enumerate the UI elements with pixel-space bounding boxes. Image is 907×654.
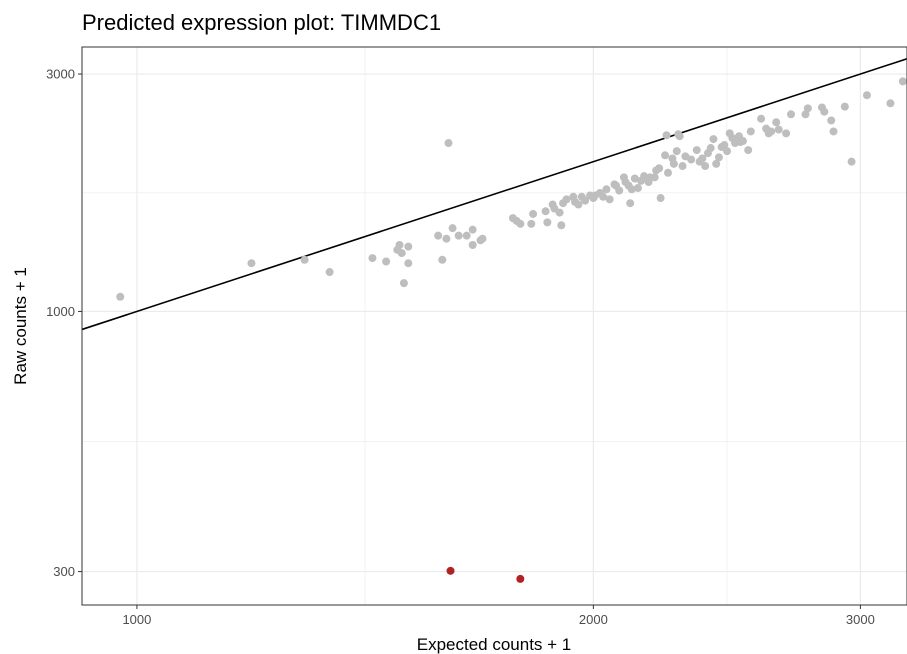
data-point — [516, 219, 525, 228]
data-point — [827, 116, 836, 125]
outlier-point — [516, 574, 525, 583]
data-points — [116, 77, 907, 583]
data-point — [448, 224, 457, 233]
data-point — [712, 159, 721, 168]
data-point — [669, 159, 678, 168]
data-point — [692, 146, 701, 155]
data-point — [709, 135, 718, 144]
y-axis-title: Raw counts + 1 — [11, 267, 30, 385]
data-point — [714, 153, 723, 162]
data-point — [468, 225, 477, 234]
data-point — [605, 195, 614, 204]
y-tick-label: 1000 — [46, 304, 75, 319]
data-point — [664, 168, 673, 177]
data-point — [599, 192, 608, 201]
data-point — [454, 231, 463, 240]
data-point — [434, 231, 443, 240]
data-point — [678, 162, 687, 171]
minor-gridlines — [82, 47, 907, 605]
data-point — [640, 172, 649, 181]
data-point — [772, 118, 781, 127]
data-point — [633, 184, 642, 193]
data-point — [615, 186, 624, 195]
data-point — [746, 127, 755, 136]
data-point — [247, 259, 256, 268]
y-axis-ticks: 300 1000 3000 — [46, 67, 82, 579]
data-point — [656, 194, 665, 203]
data-point — [829, 127, 838, 136]
data-point — [723, 147, 732, 156]
data-point — [397, 249, 406, 258]
data-point — [898, 77, 907, 86]
data-point — [574, 200, 583, 209]
data-point — [626, 199, 635, 208]
plot-panel-border — [81, 46, 907, 606]
major-gridlines — [82, 47, 907, 605]
data-point — [661, 151, 670, 160]
data-point — [672, 147, 681, 156]
data-point — [602, 185, 611, 194]
data-point — [706, 144, 715, 153]
data-point — [698, 154, 707, 163]
data-point — [687, 155, 696, 164]
data-point — [627, 185, 636, 194]
data-point — [767, 127, 776, 136]
x-tick-label: 1000 — [122, 612, 151, 627]
data-point — [744, 146, 753, 155]
data-point — [116, 292, 125, 301]
data-point — [562, 195, 571, 204]
data-point — [782, 129, 791, 138]
data-point — [462, 231, 471, 240]
chart-title: Predicted expression plot: TIMMDC1 — [82, 10, 441, 35]
data-point — [738, 137, 747, 146]
data-point — [757, 114, 766, 123]
data-point — [886, 99, 895, 108]
data-point — [529, 209, 538, 218]
data-point — [442, 234, 451, 243]
outlier-point — [446, 566, 455, 575]
data-point — [444, 139, 453, 148]
y-tick-label: 300 — [53, 564, 75, 579]
data-point — [368, 254, 377, 263]
data-point — [701, 162, 710, 171]
data-point — [774, 125, 783, 134]
data-point — [555, 208, 564, 217]
data-point — [543, 218, 552, 227]
data-point — [300, 255, 309, 264]
data-point — [787, 110, 796, 119]
data-point — [862, 91, 871, 100]
data-point — [468, 240, 477, 249]
data-point — [541, 207, 550, 216]
x-tick-label: 2000 — [579, 612, 608, 627]
data-point — [395, 240, 404, 249]
x-axis-title: Expected counts + 1 — [417, 635, 572, 654]
fit-line-group — [81, 57, 907, 331]
data-point — [325, 268, 334, 277]
data-point — [655, 164, 664, 173]
data-point — [527, 219, 536, 228]
data-point — [478, 234, 487, 243]
data-point — [847, 157, 856, 166]
data-point — [720, 141, 729, 150]
data-point — [630, 174, 639, 183]
data-point — [650, 173, 659, 182]
data-point — [404, 242, 413, 251]
data-point — [581, 196, 590, 205]
x-axis-ticks: 1000 2000 3000 — [122, 605, 875, 627]
data-point — [662, 131, 671, 140]
data-point — [675, 132, 684, 141]
data-point — [382, 257, 391, 266]
data-point — [820, 107, 829, 116]
data-point — [438, 255, 447, 264]
data-point — [399, 279, 408, 288]
x-tick-label: 3000 — [846, 612, 875, 627]
fit-line — [81, 57, 907, 331]
data-point — [404, 259, 413, 268]
data-point — [840, 102, 849, 111]
data-point — [801, 110, 810, 119]
data-point — [803, 104, 812, 113]
y-tick-label: 3000 — [46, 67, 75, 82]
data-point — [557, 221, 566, 230]
